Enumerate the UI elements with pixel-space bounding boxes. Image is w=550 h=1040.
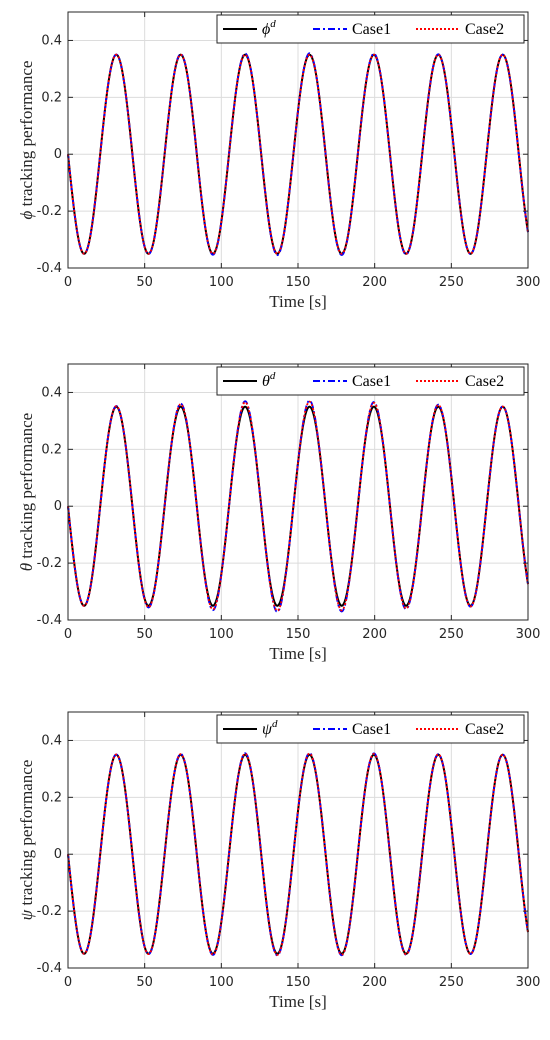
x-axis-label: Time [s] <box>269 644 326 663</box>
legend-box <box>216 714 525 744</box>
legend-label-1: θd <box>262 370 276 390</box>
x-tick-label: 100 <box>209 627 234 642</box>
legend-label-3: Case2 <box>465 21 504 38</box>
y-tick-label: 0 <box>54 147 62 162</box>
series-line-3 <box>67 53 529 255</box>
y-tick-label: -0.2 <box>37 204 62 219</box>
x-tick-label: 100 <box>209 975 234 990</box>
y-tick-label: 0.4 <box>41 733 62 748</box>
x-axis-label: Time [s] <box>269 292 326 311</box>
x-tick-label: 50 <box>136 975 153 990</box>
x-tick-label: 0 <box>64 275 72 290</box>
psi-tracking-chart: 0 50 100 150 200 250 300 -0.4 -0.2 0 0.2 0.4 Time [s… <box>17 711 541 1011</box>
legend-label-1: ψd <box>262 718 278 738</box>
x-tick-label: 200 <box>362 975 387 990</box>
x-tick-label: 250 <box>439 975 464 990</box>
x-tick-label: 300 <box>516 275 541 290</box>
series-line-3 <box>67 752 529 956</box>
y-tick-label: 0.2 <box>41 442 62 457</box>
x-axis-label: Time [s] <box>269 992 326 1011</box>
phi-tracking-chart: 0 50 100 150 200 250 300 -0.4 -0.2 0 0.2 0.4 Time [s… <box>17 11 541 311</box>
x-tick-label: 150 <box>286 975 311 990</box>
y-axis-label: ψ tracking performance <box>17 760 36 921</box>
y-tick-label: -0.4 <box>37 961 62 976</box>
legend-label-1: ϕd <box>262 18 276 38</box>
y-tick-label: 0.4 <box>41 385 62 400</box>
y-tick-label: -0.2 <box>37 904 62 919</box>
legend-label-3: Case2 <box>465 721 504 738</box>
y-tick-label: -0.2 <box>37 556 62 571</box>
x-tick-label: 50 <box>136 275 153 290</box>
x-tick-label: 300 <box>516 975 541 990</box>
y-axis-label: ϕ tracking performance <box>17 61 36 220</box>
legend-label-2: Case1 <box>352 373 391 390</box>
x-tick-label: 200 <box>362 275 387 290</box>
y-tick-label: 0.2 <box>41 790 62 805</box>
theta-tracking-chart: 0 50 100 150 200 250 300 -0.4 -0.2 0 0.2 0.4 Time [s… <box>17 363 541 663</box>
x-tick-label: 250 <box>439 275 464 290</box>
y-tick-label: 0.2 <box>41 90 62 105</box>
series-line-3 <box>67 400 529 612</box>
x-tick-label: 200 <box>362 627 387 642</box>
y-axis-label: θ tracking performance <box>17 413 36 571</box>
legend-label-2: Case1 <box>352 721 391 738</box>
legend-box <box>216 14 525 44</box>
legend-box <box>216 366 525 396</box>
x-tick-label: 150 <box>286 275 311 290</box>
x-tick-label: 0 <box>64 627 72 642</box>
x-tick-label: 150 <box>286 627 311 642</box>
x-tick-label: 0 <box>64 975 72 990</box>
y-tick-label: 0 <box>54 847 62 862</box>
y-tick-label: -0.4 <box>37 261 62 276</box>
x-tick-label: 100 <box>209 275 234 290</box>
x-tick-label: 50 <box>136 627 153 642</box>
y-tick-label: 0 <box>54 499 62 514</box>
y-tick-label: 0.4 <box>41 33 62 48</box>
x-tick-label: 300 <box>516 627 541 642</box>
legend-label-2: Case1 <box>352 21 391 38</box>
y-tick-label: -0.4 <box>37 613 62 628</box>
legend-label-3: Case2 <box>465 373 504 390</box>
x-tick-label: 250 <box>439 627 464 642</box>
